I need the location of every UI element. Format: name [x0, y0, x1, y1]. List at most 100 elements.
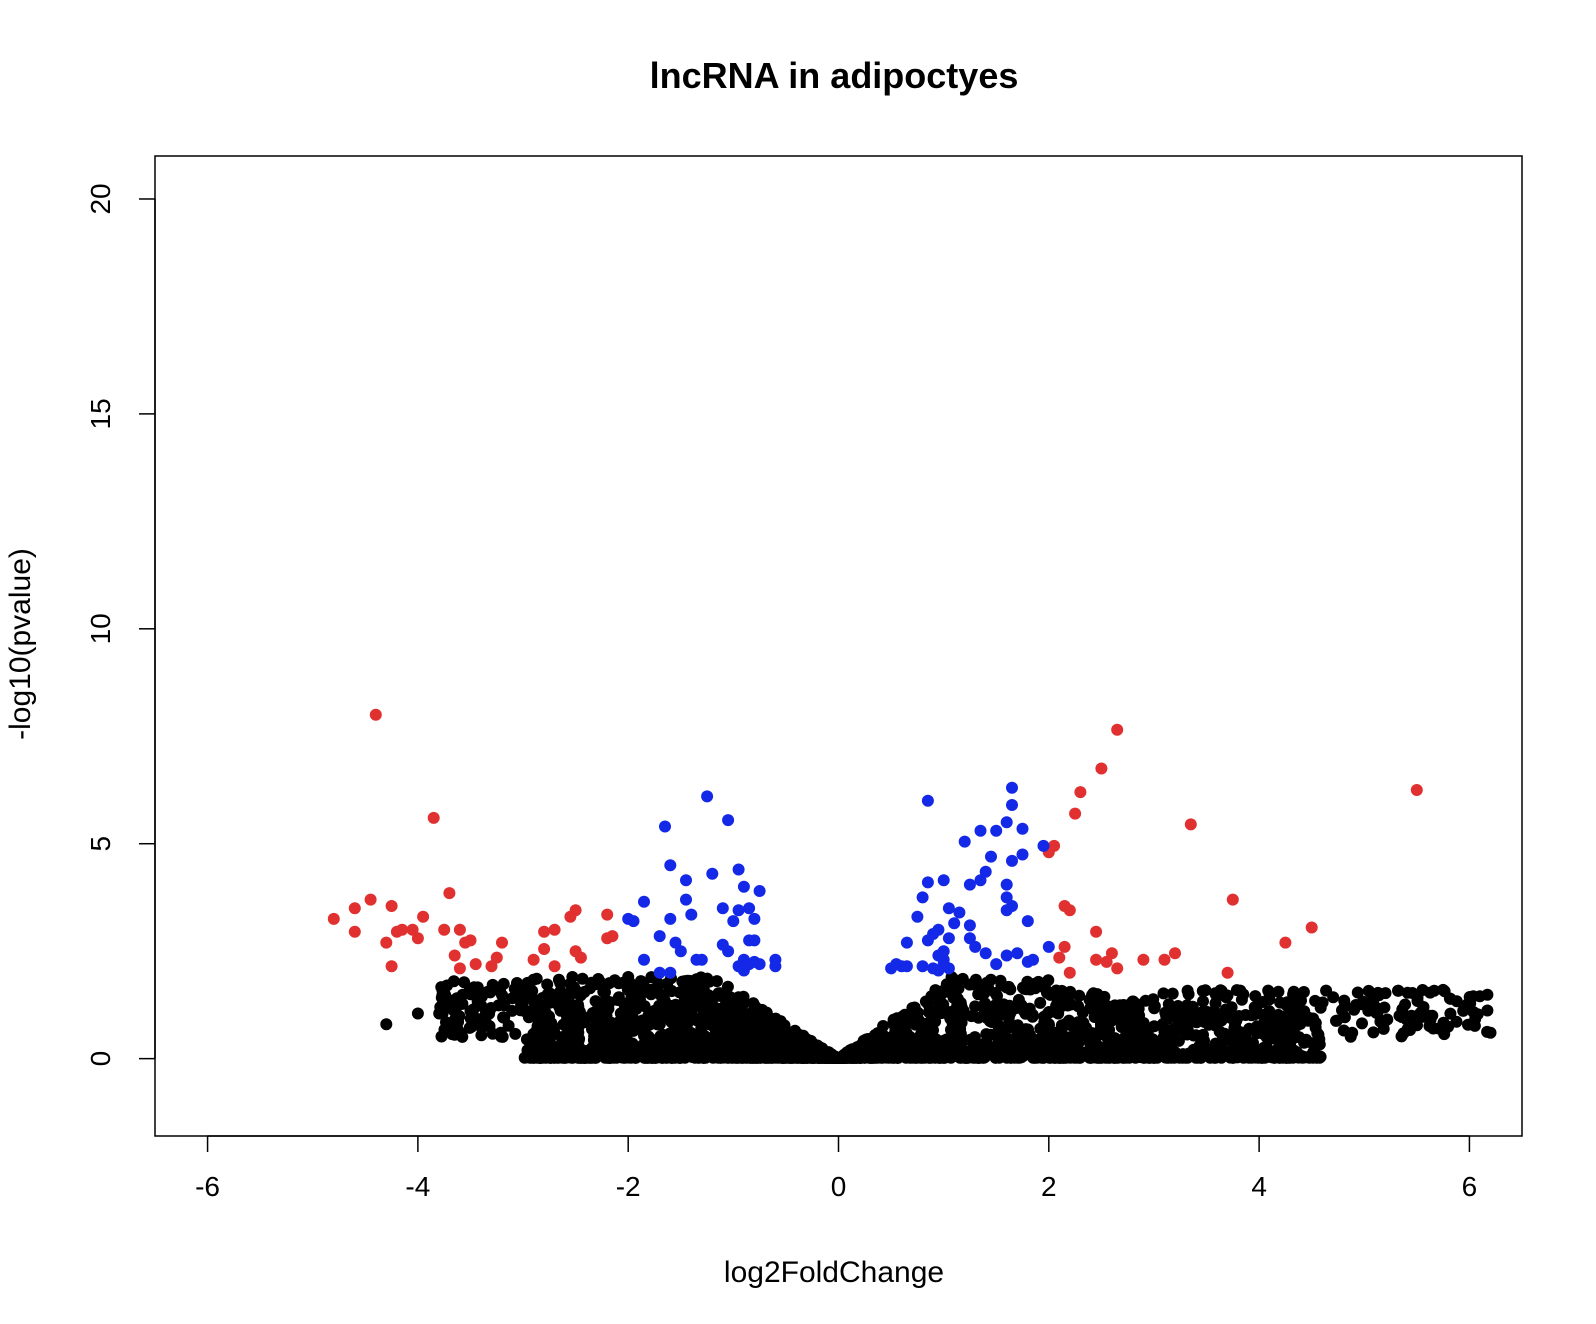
data-point-black: [1119, 1007, 1132, 1020]
data-point-red: [1111, 962, 1124, 975]
data-point-red: [1226, 893, 1239, 906]
data-point-black: [1182, 988, 1195, 1001]
data-point-black: [611, 994, 624, 1006]
data-point-black: [988, 999, 1001, 1012]
data-point-red: [1063, 966, 1076, 979]
data-point-black: [1161, 1032, 1174, 1045]
data-point-black: [1259, 1009, 1272, 1022]
data-point-black: [1179, 1018, 1192, 1031]
data-point-blue: [695, 953, 708, 966]
data-point-blue: [990, 824, 1003, 837]
data-point-black: [515, 998, 528, 1011]
data-point-black: [1473, 990, 1486, 1003]
data-point-black: [616, 1050, 629, 1063]
data-point-black: [624, 997, 637, 1010]
data-point-black: [1284, 997, 1297, 1010]
data-point-black: [1273, 1051, 1286, 1064]
data-point-black: [1076, 1006, 1089, 1019]
data-point-black: [1392, 984, 1404, 997]
data-point-black: [1438, 1028, 1451, 1041]
data-point-black: [1267, 1031, 1280, 1044]
data-point-red: [548, 960, 561, 973]
data-point-black: [887, 1017, 900, 1030]
data-point-black: [972, 988, 985, 1001]
data-point-black: [1141, 1025, 1154, 1038]
data-point-black: [651, 1018, 664, 1031]
data-point-black: [1212, 1010, 1225, 1023]
data-point-blue: [990, 958, 1003, 971]
data-point-black: [999, 1039, 1012, 1052]
data-point-red: [1095, 762, 1108, 775]
data-point-black: [1393, 1009, 1406, 1022]
data-point-blue: [958, 835, 971, 848]
data-point-black: [664, 999, 677, 1012]
y-tick-label: 10: [85, 613, 116, 644]
data-point-black: [1050, 999, 1063, 1012]
data-point-black: [605, 1028, 618, 1041]
data-point-black: [898, 1010, 911, 1023]
data-point-black: [1202, 1018, 1215, 1031]
data-point-black: [857, 1039, 870, 1052]
data-point-black: [756, 1003, 769, 1016]
data-point-red: [348, 925, 361, 938]
data-point-black: [1468, 1019, 1481, 1032]
data-point-black: [411, 1007, 424, 1020]
data-point-black: [1054, 1051, 1067, 1064]
data-point-black: [1415, 1006, 1428, 1019]
data-point-black: [1229, 1030, 1242, 1043]
data-point-black: [617, 1019, 630, 1032]
data-point-black: [1298, 1036, 1311, 1049]
data-point-red: [574, 951, 587, 964]
data-point-blue: [963, 932, 976, 945]
data-point-black: [956, 972, 969, 985]
data-point-black: [718, 1032, 731, 1045]
data-point-black: [892, 1031, 905, 1044]
data-point-black: [642, 1019, 655, 1032]
data-point-black: [739, 1036, 752, 1049]
data-point-black: [1411, 991, 1424, 1004]
data-point-black: [908, 1002, 921, 1015]
data-point-black: [1128, 1044, 1141, 1057]
data-point-black: [684, 984, 697, 997]
data-point-black: [1397, 1027, 1410, 1040]
data-point-black: [494, 985, 507, 998]
data-point-black: [1195, 1029, 1208, 1042]
data-point-black: [777, 1051, 790, 1064]
data-point-blue: [911, 910, 924, 923]
data-point-blue: [1000, 878, 1013, 891]
x-tick-label: 4: [1251, 1171, 1267, 1202]
data-point-black: [557, 1018, 570, 1031]
y-axis: 0 5 10 15 20: [85, 183, 156, 1066]
data-point-blue: [979, 947, 992, 960]
data-point-black: [437, 1004, 450, 1017]
data-point-black: [796, 1051, 809, 1064]
data-point-blue: [732, 863, 745, 876]
data-point-blue: [974, 874, 987, 887]
data-point-black: [554, 985, 567, 998]
data-point-black: [972, 1051, 985, 1064]
x-tick-label: -2: [616, 1171, 641, 1202]
data-point-black: [1055, 1037, 1068, 1050]
data-point-black: [984, 1028, 997, 1041]
data-point-black: [675, 1020, 688, 1032]
data-point-red: [485, 960, 498, 973]
data-point-black: [1411, 1019, 1423, 1032]
data-point-black: [1218, 1045, 1231, 1058]
data-point-black: [800, 1033, 813, 1046]
data-point-black: [1249, 990, 1262, 1003]
data-point-blue: [1016, 848, 1029, 861]
data-point-black: [566, 971, 579, 983]
data-point-black: [710, 975, 723, 988]
data-point-black: [641, 984, 654, 997]
data-point-black: [764, 1044, 777, 1057]
data-point-blue: [753, 885, 766, 897]
data-point-black: [1230, 984, 1243, 997]
data-point-black: [1064, 985, 1077, 998]
data-point-black: [1444, 1007, 1457, 1020]
data-point-blue: [948, 917, 961, 930]
data-point-red: [1111, 723, 1124, 736]
data-point-black: [1034, 1022, 1047, 1035]
data-point-black: [1190, 1008, 1203, 1021]
data-point-black: [979, 1004, 991, 1017]
data-point-black: [1018, 982, 1031, 995]
